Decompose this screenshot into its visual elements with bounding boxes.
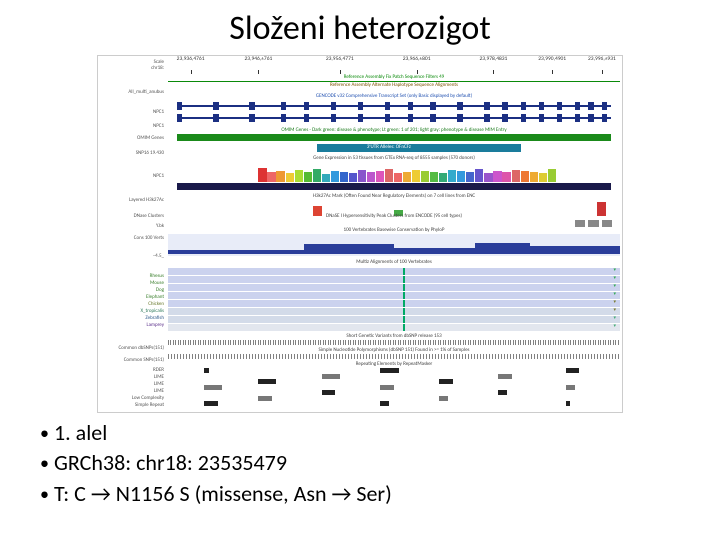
cons-title: 100 Vertebrates Basewise Conservation by… — [168, 228, 620, 233]
repeatmasker-rows — [168, 368, 620, 408]
gene-track-2 — [168, 114, 620, 124]
gencode-title: GENCODE v32 Comprehensive Transcript Set… — [168, 94, 620, 99]
dbsnp-dense2 — [168, 354, 620, 359]
repeat-title: Repeating Elements by RepeatMasker — [168, 362, 620, 367]
omim-title: OMIM Genes - Dark green: disease & pheno… — [168, 128, 620, 133]
allele-band: 3'UTR Alleles: OFnCFz — [168, 144, 620, 153]
slide-title: Složeni heterozigot — [0, 0, 720, 55]
gtex-bars — [168, 164, 620, 182]
bullet-list: •1. alel •GRCh38: chr18: 23535479 •T: C … — [40, 420, 392, 511]
conservation-track — [168, 234, 620, 256]
track-labels-column: Scalechr18:All_multi_anubusNPC1NPC1OMIM … — [98, 56, 168, 412]
h3k27-title: H3k27Ac Mark (Often Found Near Regulator… — [168, 194, 620, 199]
shortvar-title: Short Genetic Variants from dbSNP releas… — [168, 334, 620, 339]
list-item: •GRCh38: chr18: 23535479 — [40, 450, 392, 476]
list-item: •1. alel — [40, 420, 392, 446]
genome-browser-view: Scalechr18:All_multi_anubusNPC1NPC1OMIM … — [97, 55, 623, 413]
ref-assembly-title: Reference Assembly Fix Patch Sequence Fi… — [168, 74, 620, 82]
simplenuc-title: Simple Nucleotide Polymorphisms (dbSNP 1… — [168, 348, 620, 353]
dnase-title: DNaSE I Hypersensitivity Peak Clusters f… — [168, 214, 620, 219]
omim-bar — [168, 134, 620, 142]
multiz-title: Multiz Alignments of 100 Vertebrates — [168, 260, 620, 265]
gtex-title: Gene Expression in 53 tissues from GTEx … — [168, 156, 620, 161]
gtex-base — [168, 183, 620, 191]
list-item: •T: C → N1156 S (missense, Asn → Ser) — [40, 481, 392, 507]
position-ruler: 23,936,476123,946,±76123,956,477123,966,… — [168, 56, 620, 74]
dbsnp-dense1 — [168, 340, 620, 345]
gene-track-1 — [168, 102, 620, 112]
alt-haplo-title: Reference Assembly Alternate Haplotype S… — [168, 82, 620, 88]
